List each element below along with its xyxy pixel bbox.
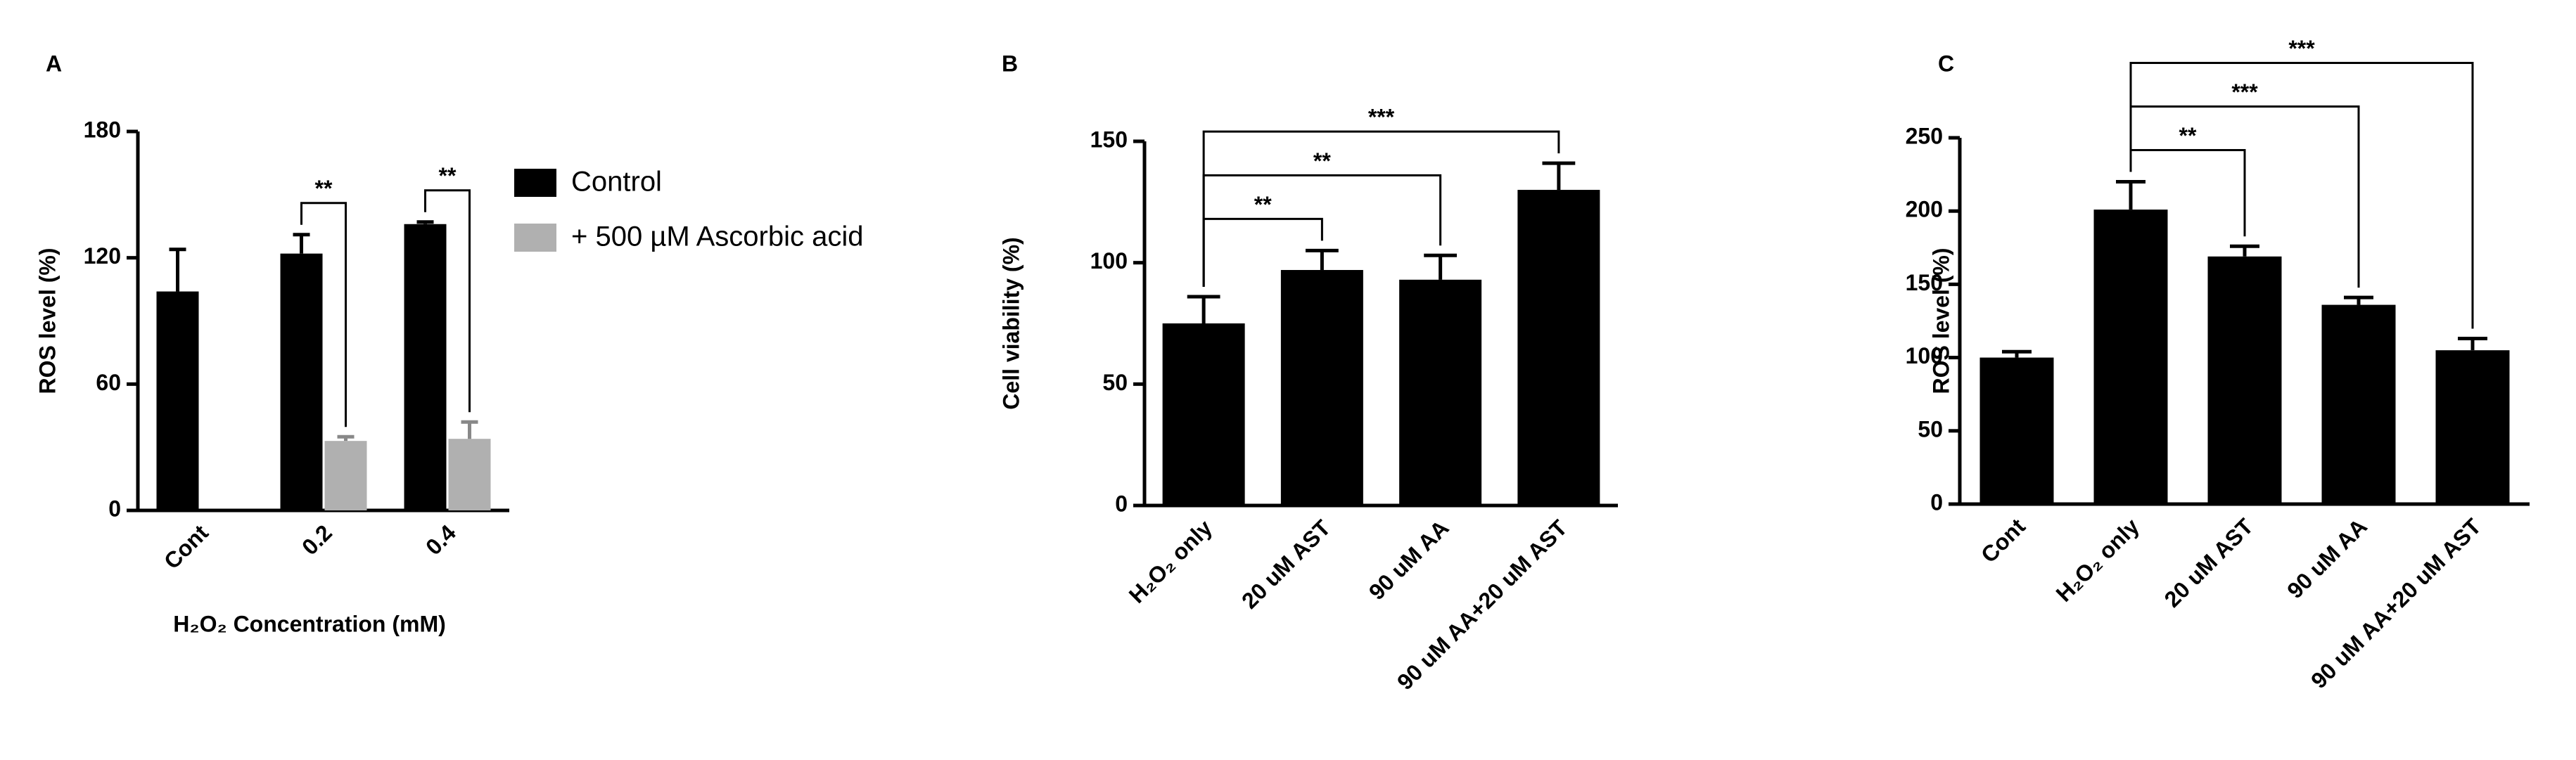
error-bar bbox=[416, 220, 434, 224]
bar bbox=[2207, 256, 2282, 504]
y-tick-label: 60 bbox=[96, 370, 121, 395]
significance-bracket bbox=[300, 202, 347, 427]
y-tick-label: 0 bbox=[108, 496, 121, 521]
y-tick-label: 0 bbox=[1930, 489, 1943, 515]
bar bbox=[404, 224, 447, 510]
y-tick-label: 50 bbox=[1918, 416, 1943, 442]
error-bar bbox=[1187, 295, 1220, 323]
significance-label: ** bbox=[1254, 192, 1272, 217]
x-tick-label: 20 uM AST bbox=[2160, 513, 2259, 612]
x-axis-title: H₂O₂ Concentration (mM) bbox=[173, 611, 446, 636]
x-tick-label: 0.2 bbox=[297, 520, 337, 560]
significance-bracket bbox=[424, 189, 471, 413]
bar bbox=[1280, 270, 1363, 505]
legend-label: Control bbox=[571, 167, 662, 198]
x-tick-label: 90 uM AA bbox=[2282, 513, 2372, 603]
bar bbox=[2093, 210, 2168, 504]
y-tick-label: 100 bbox=[1090, 248, 1128, 273]
x-tick-label: 20 uM AST bbox=[1237, 515, 1336, 614]
bar bbox=[2435, 350, 2510, 504]
bar bbox=[324, 441, 367, 510]
y-tick-label: 180 bbox=[84, 117, 121, 142]
bar bbox=[448, 439, 491, 510]
significance-label: *** bbox=[2288, 36, 2315, 61]
panel-label: B bbox=[1002, 51, 1018, 76]
error-bar bbox=[169, 247, 186, 292]
y-axis-title: ROS level (%) bbox=[1928, 247, 1953, 394]
error-bar bbox=[2230, 244, 2259, 257]
bar bbox=[1517, 190, 1600, 505]
significance-label: *** bbox=[1368, 105, 1395, 130]
y-tick-label: 250 bbox=[1906, 123, 1943, 148]
error-bar bbox=[1305, 248, 1339, 271]
x-tick-label: 0.4 bbox=[421, 520, 461, 560]
y-axis-title: Cell viability (%) bbox=[998, 237, 1024, 409]
x-tick-label: H₂O₂ only bbox=[2051, 513, 2144, 606]
x-tick-label: H₂O₂ only bbox=[1124, 515, 1217, 607]
significance-label: ** bbox=[439, 163, 457, 188]
error-bar bbox=[1542, 161, 1576, 191]
y-tick-label: 0 bbox=[1115, 491, 1128, 516]
bar bbox=[1162, 323, 1245, 505]
bar bbox=[280, 253, 323, 510]
significance-label: *** bbox=[2231, 79, 2258, 105]
y-tick-label: 200 bbox=[1906, 197, 1943, 222]
bar bbox=[156, 291, 199, 510]
error-bar bbox=[293, 233, 310, 254]
y-tick-label: 150 bbox=[1906, 270, 1943, 295]
x-tick-label: Cont bbox=[1976, 513, 2030, 567]
legend-swatch bbox=[514, 169, 556, 197]
y-tick-label: 150 bbox=[1090, 127, 1128, 152]
y-tick-label: 120 bbox=[84, 243, 121, 269]
significance-label: ** bbox=[1313, 148, 1331, 174]
bar bbox=[1979, 357, 2054, 504]
significance-label: ** bbox=[315, 176, 333, 201]
error-bar bbox=[461, 420, 478, 439]
error-bar bbox=[2116, 180, 2145, 210]
x-tick-label: Cont bbox=[159, 520, 213, 574]
panel-label: A bbox=[46, 51, 62, 76]
y-tick-label: 100 bbox=[1906, 343, 1943, 368]
bar bbox=[1399, 279, 1482, 505]
y-axis-title: ROS level (%) bbox=[34, 247, 60, 394]
legend-swatch bbox=[514, 224, 556, 252]
error-bar bbox=[337, 434, 355, 442]
significance-label: ** bbox=[2179, 123, 2197, 148]
legend-label: + 500 µM Ascorbic acid bbox=[571, 221, 863, 252]
significance-bracket bbox=[1202, 130, 1560, 288]
y-tick-label: 50 bbox=[1102, 370, 1128, 395]
significance-bracket bbox=[2129, 62, 2474, 329]
error-bar bbox=[2344, 295, 2373, 305]
error-bar bbox=[2458, 337, 2487, 351]
panel-label: C bbox=[1938, 51, 1954, 76]
error-bar bbox=[1424, 253, 1458, 280]
error-bar bbox=[2002, 349, 2032, 358]
bar bbox=[2321, 304, 2396, 504]
x-tick-label: 90 uM AA bbox=[1364, 515, 1454, 605]
